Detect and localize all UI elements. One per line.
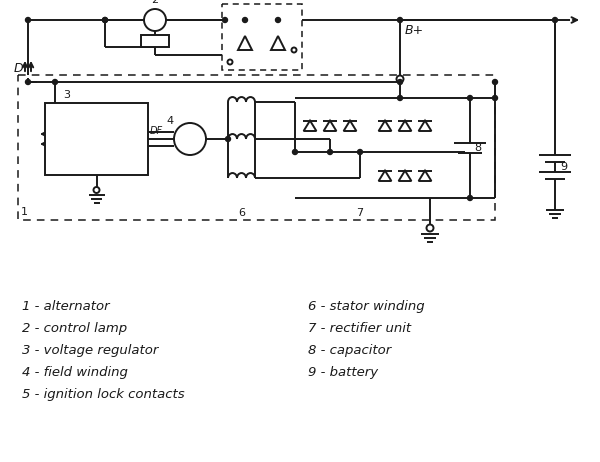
Text: 8 - capacitor: 8 - capacitor xyxy=(308,344,391,357)
Circle shape xyxy=(493,79,497,85)
Text: 4 - field winding: 4 - field winding xyxy=(22,366,128,379)
Circle shape xyxy=(103,18,107,23)
Polygon shape xyxy=(323,121,337,131)
Text: 2: 2 xyxy=(151,0,158,5)
Circle shape xyxy=(223,18,227,23)
Circle shape xyxy=(398,96,403,101)
Text: 6 - stator winding: 6 - stator winding xyxy=(308,300,425,313)
Circle shape xyxy=(398,18,403,23)
Text: 3 - voltage regulator: 3 - voltage regulator xyxy=(22,344,158,357)
Text: 4: 4 xyxy=(166,116,173,126)
Circle shape xyxy=(25,18,31,23)
Text: 7: 7 xyxy=(356,208,364,218)
Circle shape xyxy=(227,60,233,65)
Text: 1 - alternator: 1 - alternator xyxy=(22,300,110,313)
Text: 5 - ignition lock contacts: 5 - ignition lock contacts xyxy=(22,388,185,401)
Circle shape xyxy=(553,18,557,23)
Polygon shape xyxy=(419,121,431,131)
FancyBboxPatch shape xyxy=(222,4,302,70)
Circle shape xyxy=(467,96,473,101)
Circle shape xyxy=(398,79,403,85)
Text: 9 - battery: 9 - battery xyxy=(308,366,378,379)
Circle shape xyxy=(103,18,107,23)
Text: 8: 8 xyxy=(474,143,481,153)
Text: 6: 6 xyxy=(238,208,245,218)
Text: 7 - rectifier unit: 7 - rectifier unit xyxy=(308,322,411,335)
Circle shape xyxy=(292,48,296,53)
Polygon shape xyxy=(304,121,316,131)
Circle shape xyxy=(275,18,281,23)
Circle shape xyxy=(94,187,100,193)
Circle shape xyxy=(53,79,58,85)
FancyBboxPatch shape xyxy=(141,35,169,47)
Circle shape xyxy=(467,195,473,201)
Circle shape xyxy=(25,79,31,85)
Circle shape xyxy=(397,75,404,83)
Text: D: D xyxy=(13,61,23,74)
Circle shape xyxy=(493,96,497,101)
Polygon shape xyxy=(398,170,412,181)
Polygon shape xyxy=(379,121,391,131)
Circle shape xyxy=(144,9,166,31)
Circle shape xyxy=(174,123,206,155)
Circle shape xyxy=(328,150,332,154)
Text: 9: 9 xyxy=(560,162,567,172)
Circle shape xyxy=(427,225,433,231)
Text: 2 - control lamp: 2 - control lamp xyxy=(22,322,127,335)
FancyBboxPatch shape xyxy=(18,75,495,220)
Polygon shape xyxy=(271,36,285,50)
Text: DF: DF xyxy=(150,126,163,136)
Circle shape xyxy=(242,18,248,23)
Circle shape xyxy=(293,150,298,154)
Text: 3: 3 xyxy=(64,90,71,100)
Circle shape xyxy=(358,150,362,154)
Circle shape xyxy=(226,136,230,141)
FancyBboxPatch shape xyxy=(45,103,148,175)
Text: 5: 5 xyxy=(224,0,231,2)
Polygon shape xyxy=(419,170,431,181)
Polygon shape xyxy=(344,121,356,131)
Polygon shape xyxy=(379,170,391,181)
Text: B+: B+ xyxy=(405,24,424,36)
Text: D+: D+ xyxy=(49,132,65,142)
Polygon shape xyxy=(238,36,252,50)
Text: 1: 1 xyxy=(21,207,28,217)
Polygon shape xyxy=(398,121,412,131)
